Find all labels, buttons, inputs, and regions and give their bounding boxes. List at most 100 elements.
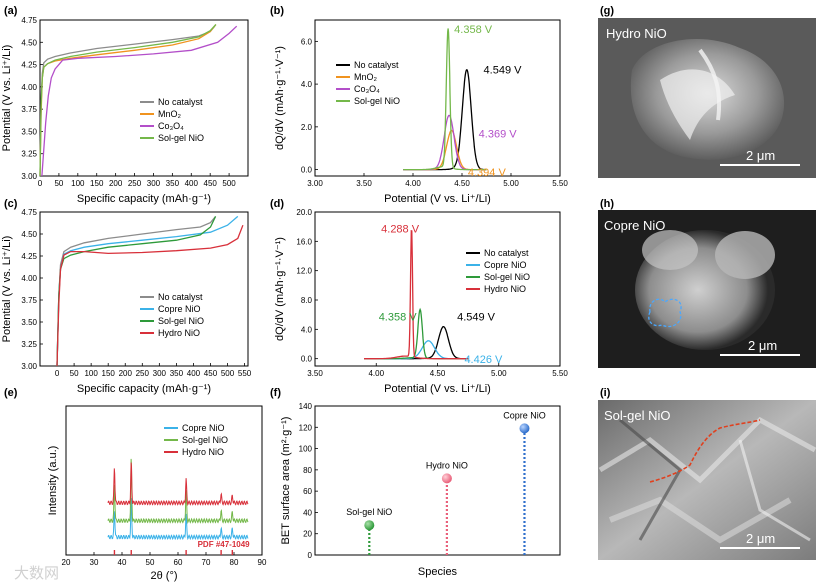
legend-entry: No catalyst <box>354 60 399 70</box>
highlight-outline <box>648 298 682 328</box>
x-axis-label: 2θ (°) <box>150 570 177 582</box>
reference-label: PDF #47-1049 <box>198 540 251 549</box>
y-tick-label: 3.25 <box>21 340 37 349</box>
scale-label-i: 2 μm <box>746 531 775 546</box>
panel-label-g: (g) <box>600 5 614 17</box>
x-tick-label: 550 <box>238 369 252 378</box>
scale-label-h: 2 μm <box>748 338 777 353</box>
y-tick-label: 4.25 <box>21 61 37 70</box>
y-tick-label: 3.50 <box>21 318 37 327</box>
x-tick-label: 500 <box>222 179 236 188</box>
chart-a-voltage-profile: 0 50 100 150 200 250 300 350 400 450 500 3.00 3.25 3.… <box>1 16 249 205</box>
plot-frame <box>39 19 249 177</box>
panel-label-i: (i) <box>600 387 611 399</box>
x-tick-label: 100 <box>71 179 85 188</box>
series-peak-no-catalyst <box>364 326 469 360</box>
x-tick-label: 5.50 <box>552 179 568 188</box>
y-tick-label: 60 <box>303 487 312 496</box>
category-label: Hydro NiO <box>426 460 468 470</box>
y-tick-label: 100 <box>299 445 313 454</box>
data-point <box>441 473 452 484</box>
y-tick-label: 20 <box>303 530 312 539</box>
chart-d-dqdv: 3.50 4.00 4.50 5.00 5.50 0.0 4.0 8.0 12.0 16.0 20.… <box>274 208 568 395</box>
legend-entry: Copre NiO <box>182 423 225 433</box>
x-tick-label: 3.00 <box>307 179 323 188</box>
x-tick-label: 50 <box>146 558 155 567</box>
sem-grain <box>642 230 698 270</box>
series-peak-sol-gel-nio <box>403 28 487 171</box>
panel-label-f: (f) <box>270 387 281 399</box>
legend-entry: Hydro NiO <box>158 328 200 338</box>
y-tick-label: 40 <box>303 508 312 517</box>
sem-label-h: Copre NiO <box>604 218 665 233</box>
x-tick-label: 4.50 <box>454 179 470 188</box>
y-tick-label: 4.50 <box>21 230 37 239</box>
data-point <box>519 423 530 434</box>
x-tick-label: 4.50 <box>430 369 446 378</box>
x-tick-label: 0 <box>55 369 60 378</box>
x-tick-label: 300 <box>153 369 167 378</box>
series-line-co-o- <box>41 25 238 177</box>
sem-sheet <box>608 496 792 544</box>
y-tick-label: 2.0 <box>301 123 313 132</box>
x-tick-label: 50 <box>70 369 79 378</box>
y-tick-label: 3.75 <box>21 105 37 114</box>
plot-frame <box>314 19 561 177</box>
y-tick-label: 0.0 <box>301 166 313 175</box>
peak-annotation: 4.549 V <box>484 64 523 76</box>
peak-annotation: 4.288 V <box>381 224 420 236</box>
y-tick-label: 4.0 <box>301 325 313 334</box>
x-tick-label: 5.00 <box>503 179 519 188</box>
x-tick-label: 450 <box>204 179 218 188</box>
y-tick-label: 80 <box>303 466 312 475</box>
xrd-pattern-sol-gel-nio <box>107 458 249 524</box>
legend-entry: No catalyst <box>484 248 529 258</box>
legend-entry: Copre NiO <box>484 260 527 270</box>
legend-entry: Sol-gel NiO <box>182 435 228 445</box>
sem-sheet <box>598 416 817 484</box>
panel-label-b: (b) <box>270 5 284 17</box>
x-tick-label: 300 <box>147 179 161 188</box>
y-tick-label: 3.50 <box>21 127 37 136</box>
panel-label-a: (a) <box>4 5 18 17</box>
y-tick-label: 4.00 <box>21 83 37 92</box>
legend-entry: MnO₂ <box>354 72 378 82</box>
x-tick-label: 90 <box>258 558 267 567</box>
y-tick-label: 140 <box>299 402 313 411</box>
legend-entry: No catalyst <box>158 292 203 302</box>
sem-background <box>598 400 816 560</box>
x-tick-label: 200 <box>109 179 123 188</box>
y-tick-label: 3.75 <box>21 296 37 305</box>
x-tick-label: 50 <box>54 179 63 188</box>
x-tick-label: 0 <box>38 179 43 188</box>
legend-entry: Sol-gel NiO <box>158 316 204 326</box>
y-tick-label: 6.0 <box>301 37 313 46</box>
y-tick-label: 4.25 <box>21 252 37 261</box>
x-axis-label: Specific capacity (mAh·g⁻¹) <box>77 383 211 395</box>
sem-label-g: Hydro NiO <box>606 26 667 41</box>
category-label: Copre NiO <box>503 410 546 420</box>
legend-entry: Co₃O₄ <box>354 84 380 94</box>
x-tick-label: 350 <box>170 369 184 378</box>
y-tick-label: 120 <box>299 423 313 432</box>
y-tick-label: 20.0 <box>296 208 312 217</box>
chart-b-dqdv: 3.00 3.50 4.00 4.50 5.00 5.50 0.0 2.0 4.0 6.0 Pote… <box>274 19 568 205</box>
x-tick-label: 4.00 <box>405 179 421 188</box>
x-tick-label: 450 <box>204 369 218 378</box>
panel-label-e: (e) <box>4 387 18 399</box>
legend-entry: Sol-gel NiO <box>158 133 204 143</box>
x-axis-label: Potential (V vs. Li⁺/Li) <box>384 383 491 395</box>
sem-ridge <box>698 48 722 121</box>
x-tick-label: 150 <box>102 369 116 378</box>
y-axis-label: dQ/dV (mAh·g⁻¹·V⁻¹) <box>274 46 286 150</box>
series-line-sol-gel-nio <box>39 24 217 177</box>
x-tick-label: 60 <box>174 558 183 567</box>
x-tick-label: 20 <box>62 558 71 567</box>
peak-annotation: 4.369 V <box>479 129 518 141</box>
category-label: Sol-gel NiO <box>346 507 392 517</box>
x-tick-label: 500 <box>221 369 235 378</box>
sem-image-h: Copre NiO 2 μm <box>598 210 816 368</box>
peak-annotation: 4.358 V <box>454 24 493 36</box>
x-tick-label: 250 <box>128 179 142 188</box>
panel-label-h: (h) <box>600 198 614 210</box>
